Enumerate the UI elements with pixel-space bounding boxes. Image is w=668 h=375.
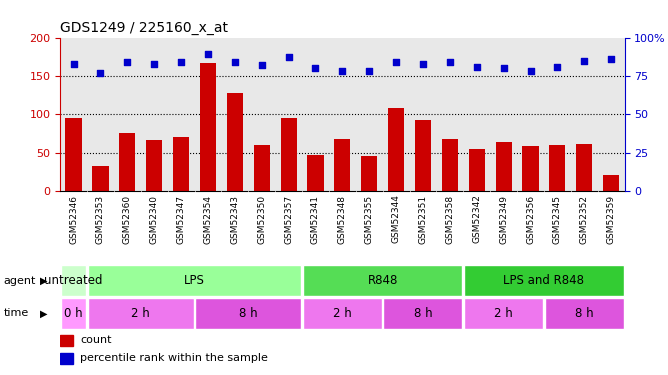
- Bar: [120, 134, 136, 191]
- Bar: [281, 118, 297, 191]
- Text: GSM52350: GSM52350: [257, 195, 267, 244]
- Bar: [146, 140, 162, 191]
- Point: [498, 65, 509, 71]
- Bar: [383, 298, 462, 328]
- Point: [525, 68, 536, 74]
- Bar: [61, 266, 86, 296]
- Bar: [173, 137, 189, 191]
- Point: [149, 61, 160, 67]
- Text: GSM52346: GSM52346: [69, 195, 78, 243]
- Bar: [464, 266, 624, 296]
- Text: time: time: [3, 309, 29, 318]
- Bar: [469, 149, 485, 191]
- Point: [364, 68, 375, 74]
- Bar: [195, 298, 301, 328]
- Point: [310, 65, 321, 71]
- Text: GSM52352: GSM52352: [580, 195, 589, 243]
- Text: 8 h: 8 h: [239, 307, 258, 320]
- Text: GSM52340: GSM52340: [150, 195, 159, 243]
- Text: GSM52356: GSM52356: [526, 195, 535, 244]
- Point: [230, 59, 240, 65]
- Bar: [88, 266, 301, 296]
- Point: [444, 59, 455, 65]
- Bar: [464, 298, 543, 328]
- Point: [176, 59, 186, 65]
- Point: [68, 61, 79, 67]
- Text: 8 h: 8 h: [575, 307, 594, 320]
- Bar: [88, 298, 194, 328]
- Text: 0 h: 0 h: [64, 307, 83, 320]
- Text: GSM52341: GSM52341: [311, 195, 320, 243]
- Bar: [200, 63, 216, 191]
- Text: count: count: [80, 335, 112, 345]
- Bar: [522, 146, 538, 191]
- Bar: [334, 140, 351, 191]
- Point: [95, 70, 106, 76]
- Point: [606, 56, 617, 62]
- Text: GSM52354: GSM52354: [204, 195, 212, 243]
- Bar: [442, 139, 458, 191]
- Text: R848: R848: [367, 274, 398, 287]
- Text: percentile rank within the sample: percentile rank within the sample: [80, 353, 268, 363]
- Text: GSM52353: GSM52353: [96, 195, 105, 244]
- Text: GSM52345: GSM52345: [553, 195, 562, 243]
- Text: 2 h: 2 h: [132, 307, 150, 320]
- Point: [418, 61, 428, 67]
- Text: 8 h: 8 h: [413, 307, 432, 320]
- Text: 2 h: 2 h: [494, 307, 513, 320]
- Point: [579, 57, 590, 63]
- Text: untreated: untreated: [44, 274, 103, 287]
- Text: GSM52343: GSM52343: [230, 195, 239, 243]
- Text: GSM52357: GSM52357: [284, 195, 293, 244]
- Bar: [60, 352, 73, 364]
- Bar: [388, 108, 404, 191]
- Text: GSM52359: GSM52359: [607, 195, 616, 244]
- Text: GSM52344: GSM52344: [391, 195, 401, 243]
- Point: [391, 59, 401, 65]
- Text: ▶: ▶: [39, 309, 47, 318]
- Text: GSM52351: GSM52351: [418, 195, 428, 244]
- Text: 2 h: 2 h: [333, 307, 352, 320]
- Point: [552, 64, 562, 70]
- Bar: [92, 166, 108, 191]
- Bar: [303, 266, 462, 296]
- Bar: [226, 93, 243, 191]
- Text: GSM52348: GSM52348: [338, 195, 347, 243]
- Bar: [60, 334, 73, 346]
- Bar: [576, 144, 593, 191]
- Text: GSM52342: GSM52342: [472, 195, 481, 243]
- Text: GSM52358: GSM52358: [446, 195, 454, 244]
- Text: GSM52360: GSM52360: [123, 195, 132, 244]
- Point: [257, 62, 267, 68]
- Bar: [544, 298, 624, 328]
- Text: GDS1249 / 225160_x_at: GDS1249 / 225160_x_at: [60, 21, 228, 35]
- Bar: [603, 175, 619, 191]
- Bar: [254, 145, 270, 191]
- Bar: [496, 142, 512, 191]
- Bar: [307, 155, 323, 191]
- Text: ▶: ▶: [39, 276, 47, 285]
- Text: GSM52349: GSM52349: [499, 195, 508, 243]
- Point: [472, 64, 482, 70]
- Text: LPS: LPS: [184, 274, 205, 287]
- Bar: [303, 298, 382, 328]
- Text: GSM52347: GSM52347: [176, 195, 186, 243]
- Text: agent: agent: [3, 276, 35, 285]
- Point: [202, 51, 213, 57]
- Bar: [65, 118, 81, 191]
- Point: [122, 59, 133, 65]
- Bar: [549, 145, 565, 191]
- Bar: [61, 298, 86, 328]
- Text: LPS and R848: LPS and R848: [504, 274, 584, 287]
- Point: [337, 68, 347, 74]
- Bar: [415, 120, 431, 191]
- Text: GSM52355: GSM52355: [365, 195, 373, 244]
- Point: [283, 54, 294, 60]
- Bar: [361, 156, 377, 191]
